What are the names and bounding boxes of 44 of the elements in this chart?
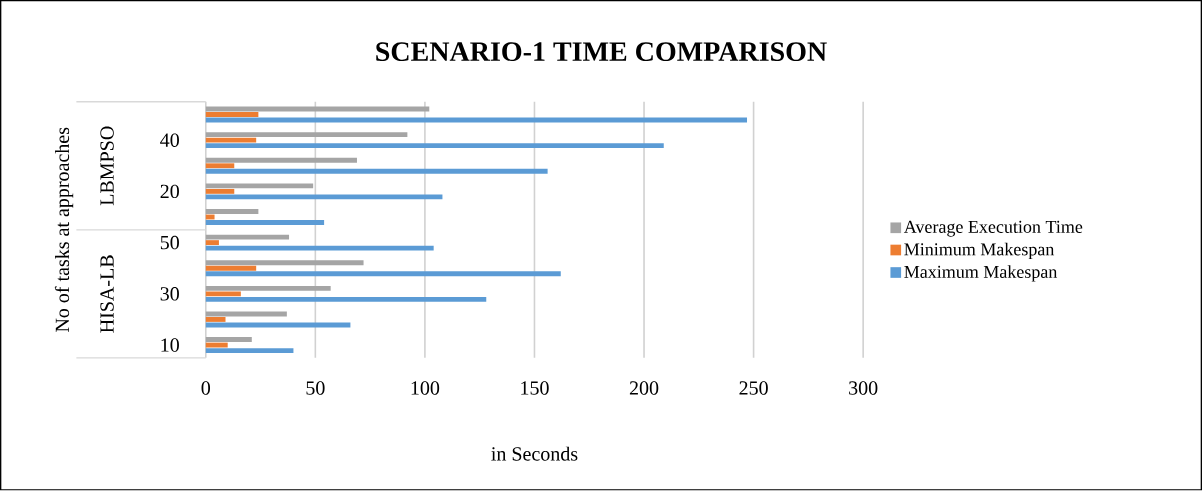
bar <box>205 132 408 138</box>
bar <box>205 220 325 226</box>
bar <box>205 245 434 251</box>
x-tick-label: 300 <box>849 381 878 395</box>
bar <box>205 137 257 143</box>
y-tick-label: 40 <box>160 133 179 148</box>
bar <box>205 291 241 297</box>
bar <box>205 163 235 169</box>
y-tick-label: 20 <box>160 184 179 199</box>
bar <box>205 337 252 343</box>
x-tick-label: 100 <box>411 381 440 395</box>
y-axis-title: No of tasks at approaches <box>54 127 74 333</box>
bar <box>205 209 259 215</box>
y-tick-label: 30 <box>160 287 179 301</box>
bar <box>205 240 219 246</box>
bar <box>205 194 443 200</box>
chart-title: SCENARIO-1 TIME COMPARISON <box>376 42 827 62</box>
x-tick-label: 150 <box>521 381 549 395</box>
bar <box>205 348 294 354</box>
legend-label: Maximum Makespan <box>904 265 1058 282</box>
bar <box>205 234 290 240</box>
bar <box>205 265 257 271</box>
x-axis-title: in Seconds <box>491 446 578 461</box>
x-tick-label: 0 <box>201 381 211 395</box>
y-tick-label: 10 <box>161 338 179 352</box>
bar <box>205 260 364 266</box>
bar <box>205 169 548 174</box>
text: LBMPSO <box>100 126 114 206</box>
bar <box>205 317 226 323</box>
bar <box>205 112 259 118</box>
bar <box>205 158 357 163</box>
legend-label: Minimum Makespan <box>904 242 1055 260</box>
bar <box>205 183 314 189</box>
x-tick-label: 200 <box>629 381 659 395</box>
x-tick-label: 50 <box>306 381 325 395</box>
y-tick-label: 50 <box>160 236 179 250</box>
bar <box>205 271 561 277</box>
x-tick-label: 250 <box>739 381 768 395</box>
bar <box>205 189 235 194</box>
bar <box>205 297 487 302</box>
bar <box>205 143 664 149</box>
text: HISA-LB <box>100 255 114 333</box>
bar <box>205 286 331 291</box>
legend-label: Average Execution Time <box>903 221 1083 237</box>
